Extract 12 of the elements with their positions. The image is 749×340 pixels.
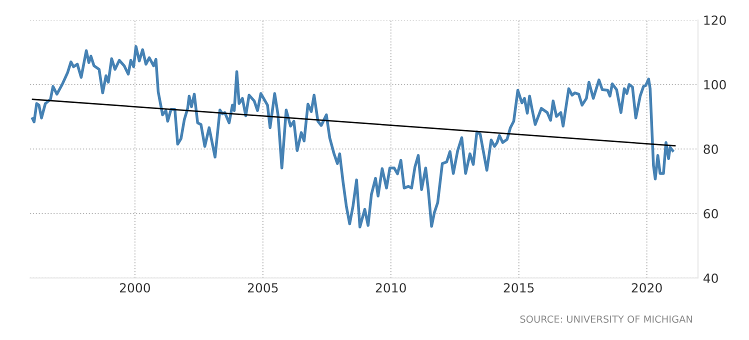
- x-tick-label: 2015: [504, 283, 534, 293]
- y-tick-label: 60: [704, 208, 718, 218]
- y-tick-label: 100: [704, 80, 726, 90]
- y-tick-label: 40: [703, 273, 718, 283]
- x-tick-label: 2005: [248, 283, 278, 293]
- x-tick-label: 2020: [632, 283, 662, 293]
- x-tick-label: 2010: [376, 283, 406, 293]
- line-series: [31, 45, 674, 228]
- source-note: SOURCE: UNIVERSITY OF MICHIGAN: [520, 315, 692, 323]
- y-tick-label: 120: [704, 15, 726, 25]
- x-tick-label: 2000: [120, 283, 150, 293]
- y-tick-label: 80: [704, 144, 718, 154]
